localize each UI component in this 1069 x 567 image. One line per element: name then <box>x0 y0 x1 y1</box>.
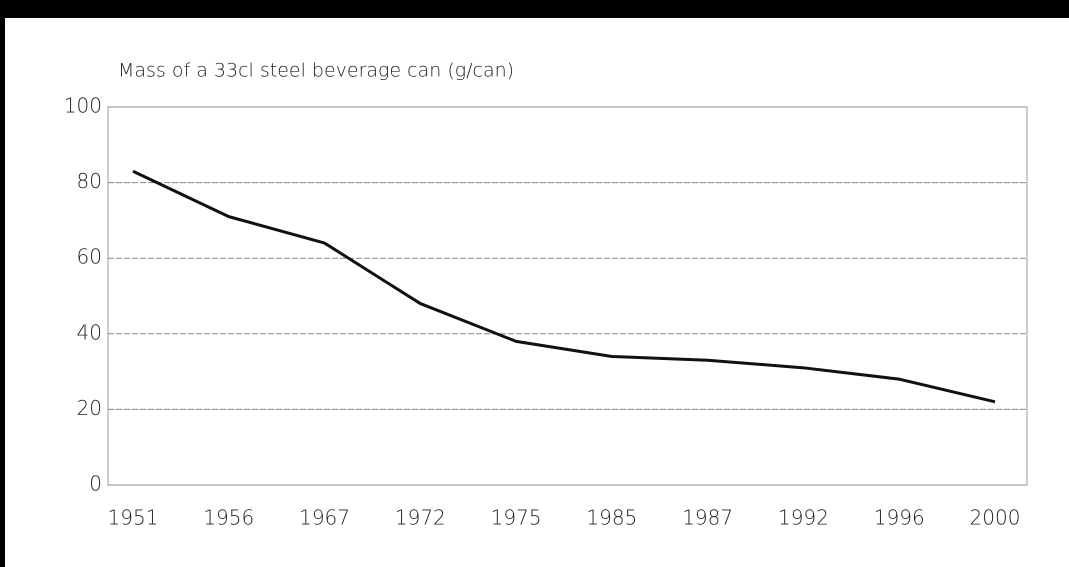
x-tick-label: 1985 <box>586 506 637 530</box>
x-tick-label: 1996 <box>874 506 925 530</box>
x-tick-label: 1972 <box>395 506 446 530</box>
x-tick-label: 1975 <box>491 506 542 530</box>
y-tick-label: 20 <box>77 396 102 420</box>
data-line <box>132 169 996 404</box>
x-tick-label: 1992 <box>778 506 829 530</box>
x-tick-label: 1956 <box>203 506 254 530</box>
plot-frame <box>107 106 1028 486</box>
y-tick-label: 0 <box>89 472 102 496</box>
x-tick-label: 2000 <box>970 506 1021 530</box>
x-tick-label: 1987 <box>682 506 733 530</box>
chart-title: Mass of a 33cl steel beverage can (g/can… <box>118 60 514 82</box>
x-tick-label: 1951 <box>108 506 159 530</box>
left-border <box>0 0 5 567</box>
top-bar <box>0 0 1069 18</box>
y-tick-label: 80 <box>77 169 102 193</box>
x-tick-label: 1967 <box>299 506 350 530</box>
y-tick-label: 100 <box>64 94 102 118</box>
y-tick-label: 60 <box>77 245 102 269</box>
y-tick-label: 40 <box>77 320 102 344</box>
